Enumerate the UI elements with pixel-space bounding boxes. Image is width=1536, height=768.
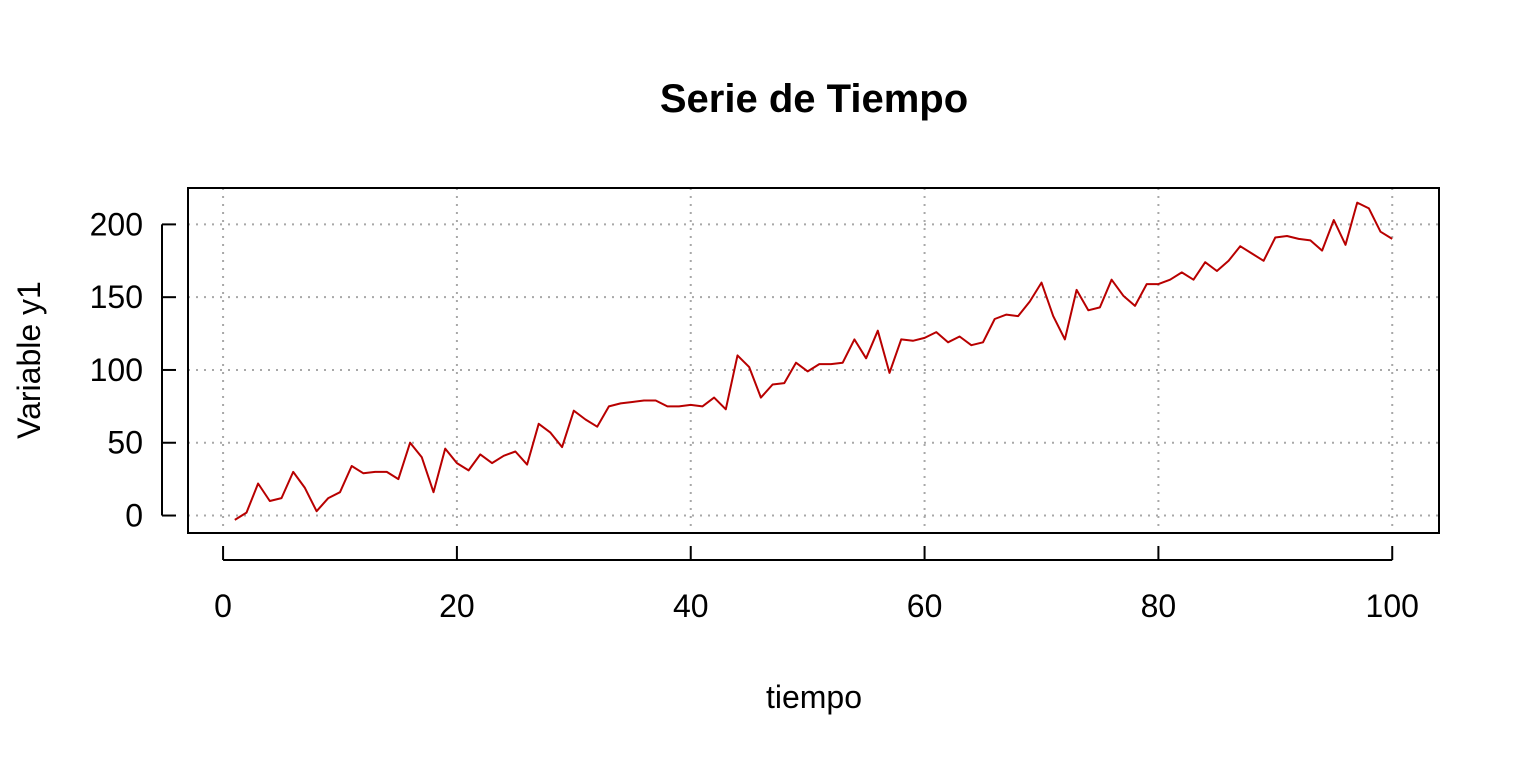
- y-axis-label: Variable y1: [11, 281, 47, 439]
- chart-title: Serie de Tiempo: [660, 77, 968, 121]
- x-tick-label: 80: [1141, 588, 1177, 624]
- y-tick-label: 200: [90, 206, 143, 242]
- y-tick-label: 0: [125, 498, 143, 534]
- x-tick-label: 60: [907, 588, 943, 624]
- series-line: [234, 201, 1393, 521]
- plot-frame: [187, 187, 1440, 534]
- x-axis: 0 20 40 60 80 100: [214, 546, 1419, 624]
- y-tick-label: 150: [90, 279, 143, 315]
- x-axis-label: tiempo: [766, 679, 862, 715]
- x-tick-label: 40: [673, 588, 709, 624]
- y-axis: 0 50 100 150 200: [90, 206, 176, 534]
- y-tick-label: 50: [107, 425, 143, 461]
- x-tick-label: 20: [439, 588, 475, 624]
- y-tick-label: 100: [90, 352, 143, 388]
- x-tick-label: 0: [214, 588, 232, 624]
- x-tick-label: 100: [1366, 588, 1419, 624]
- grid-lines: [188, 188, 1439, 533]
